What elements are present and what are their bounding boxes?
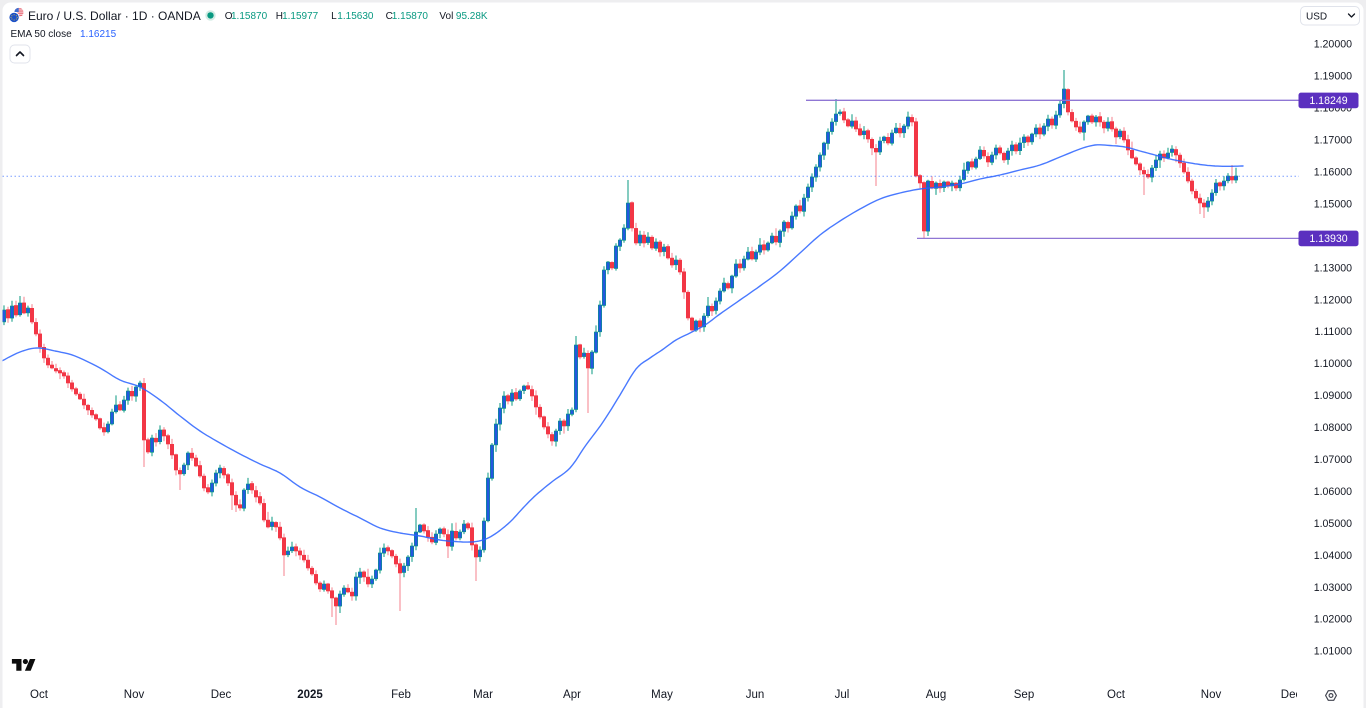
svg-text:1.17000: 1.17000	[1314, 135, 1352, 147]
svg-text:Sep: Sep	[1014, 689, 1034, 701]
svg-text:1.20000: 1.20000	[1314, 39, 1352, 51]
svg-text:1.07000: 1.07000	[1314, 454, 1352, 466]
svg-text:Nov: Nov	[124, 689, 145, 701]
svg-text:1.19000: 1.19000	[1314, 71, 1352, 83]
svg-text:Jul: Jul	[835, 689, 850, 701]
svg-text:Dec: Dec	[211, 689, 232, 701]
svg-text:1.10000: 1.10000	[1314, 358, 1352, 370]
svg-text:Nov: Nov	[1201, 689, 1222, 701]
svg-text:1.18249: 1.18249	[1309, 95, 1347, 107]
svg-text:1.09000: 1.09000	[1314, 390, 1352, 402]
svg-text:1.13000: 1.13000	[1314, 262, 1352, 274]
svg-text:1.06000: 1.06000	[1314, 486, 1352, 498]
svg-text:1.05000: 1.05000	[1314, 518, 1352, 530]
svg-text:Oct: Oct	[30, 689, 49, 701]
svg-text:USD: USD	[1306, 12, 1327, 23]
svg-text:Oct: Oct	[1107, 689, 1126, 701]
svg-text:Euro / U.S. Dollar · 1D · OAND: Euro / U.S. Dollar · 1D · OANDA	[28, 9, 201, 23]
svg-text:1.13930: 1.13930	[1309, 233, 1347, 245]
svg-text:1.04000: 1.04000	[1314, 550, 1352, 562]
svg-text:1.02000: 1.02000	[1314, 614, 1352, 626]
svg-text:1.03000: 1.03000	[1314, 582, 1352, 594]
svg-text:1.08000: 1.08000	[1314, 422, 1352, 434]
svg-text:Aug: Aug	[926, 689, 946, 701]
svg-text:Dec: Dec	[1281, 689, 1302, 701]
svg-text:1.15000: 1.15000	[1314, 198, 1352, 210]
svg-text:1.12000: 1.12000	[1314, 294, 1352, 306]
svg-text:2025: 2025	[297, 689, 323, 701]
svg-text:Apr: Apr	[563, 689, 581, 701]
svg-text:1.01000: 1.01000	[1314, 646, 1352, 658]
svg-text:May: May	[651, 689, 673, 701]
svg-text:Feb: Feb	[391, 689, 411, 701]
svg-text:1.16000: 1.16000	[1314, 167, 1352, 179]
svg-text:Jun: Jun	[746, 689, 765, 701]
svg-text:1.11000: 1.11000	[1314, 326, 1352, 338]
svg-text:Mar: Mar	[473, 689, 493, 701]
